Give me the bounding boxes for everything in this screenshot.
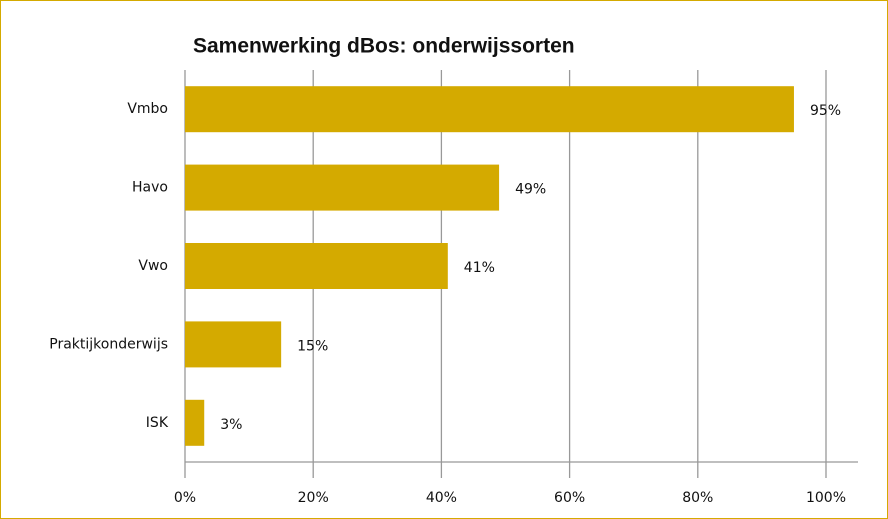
bar <box>185 243 448 289</box>
x-tick-label: 60% <box>554 490 585 506</box>
x-tick-label: 80% <box>682 490 713 506</box>
bar <box>185 399 205 446</box>
bar <box>185 321 282 368</box>
bar <box>185 86 794 133</box>
y-tick-label: Praktijkonderwijs <box>49 336 168 352</box>
x-tick-label: 100% <box>806 490 846 506</box>
x-tick-label: 20% <box>298 490 329 506</box>
value-label: 15% <box>297 338 328 354</box>
value-label: 49% <box>515 182 546 198</box>
value-label: 95% <box>810 103 841 119</box>
x-tick-label: 40% <box>426 490 457 506</box>
chart-title: Samenwerking dBos: onderwijssorten <box>193 35 575 58</box>
y-tick-label: Vwo <box>138 258 168 274</box>
x-tick-label: 0% <box>174 490 196 506</box>
value-label: 3% <box>220 417 242 433</box>
y-tick-label: Vmbo <box>127 101 168 117</box>
y-tick-label: ISK <box>146 415 169 431</box>
value-label: 41% <box>464 260 495 276</box>
y-tick-label: Havo <box>132 180 168 196</box>
bar <box>185 164 500 211</box>
